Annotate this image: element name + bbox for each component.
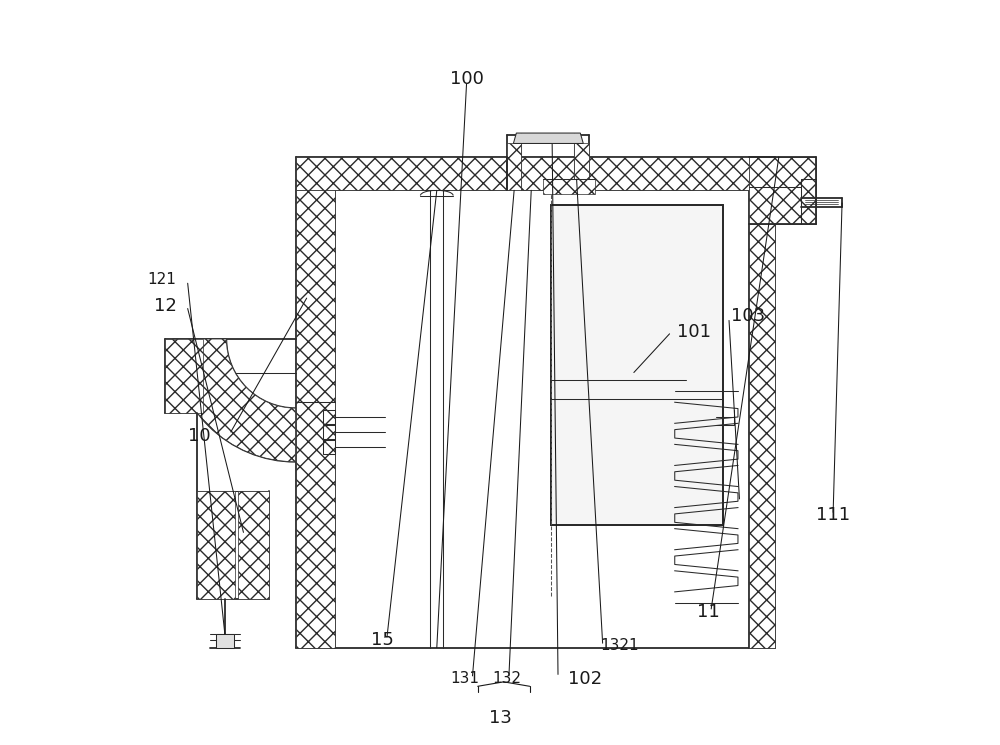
Bar [507,144,521,190]
Text: 15: 15 [371,631,394,649]
Text: 111: 111 [816,507,850,524]
Text: 13: 13 [489,708,511,726]
Bar [296,190,335,647]
Text: 132: 132 [492,671,521,686]
Text: 101: 101 [677,323,711,340]
Text: 131: 131 [451,671,480,686]
Text: 121: 121 [148,272,177,287]
Text: 12: 12 [154,297,177,314]
Bar [749,157,816,224]
Bar [323,425,335,439]
Bar [296,157,749,190]
Bar [165,339,203,413]
Text: 11: 11 [697,603,720,621]
Polygon shape [513,133,583,144]
Bar [749,190,775,647]
Text: 10: 10 [188,427,210,445]
Bar [323,410,335,424]
Bar [216,634,234,647]
Bar [574,144,589,190]
Bar [551,205,723,525]
Text: 100: 100 [450,70,483,88]
Text: 102: 102 [568,670,603,688]
Bar [323,440,335,454]
Text: 103: 103 [731,307,765,325]
Text: 1321: 1321 [600,638,639,653]
Bar [238,492,269,599]
Wedge shape [173,339,296,462]
Bar [543,179,595,194]
Bar [197,492,235,599]
